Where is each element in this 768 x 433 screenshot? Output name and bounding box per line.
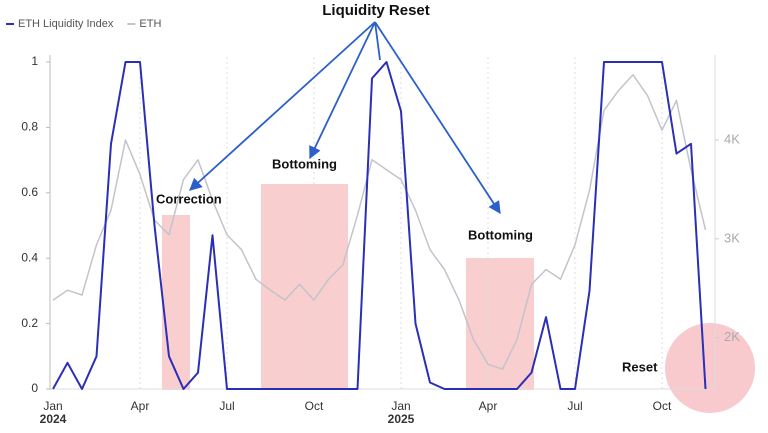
y2-tick-label: 3K	[724, 230, 740, 245]
highlight-bottoming	[261, 184, 348, 390]
arrow	[374, 21, 501, 215]
x-tick-label: Jan	[43, 399, 62, 413]
highlights	[162, 184, 755, 413]
x-tick-label: Apr	[479, 399, 498, 413]
highlight-correction	[162, 215, 190, 390]
legend-label: ETH Liquidity Index	[18, 18, 114, 30]
y-tick-label: 0.4	[21, 250, 38, 264]
y-tick-label: 0.2	[21, 316, 38, 330]
x-tick-label: Apr	[131, 399, 150, 413]
x-tick-label: Oct	[305, 399, 324, 413]
arrows	[189, 21, 501, 215]
y2-tick-label: 2K	[724, 329, 740, 344]
highlight-bottoming	[466, 258, 534, 390]
y-tick-label: 0	[31, 381, 38, 395]
annotation: Reset	[622, 359, 658, 374]
legend: ETH Liquidity Index ETH	[6, 18, 161, 30]
x-tick-label: Jul	[219, 399, 234, 413]
annotation: Bottoming	[272, 156, 337, 171]
x-tick-label: Jan	[391, 399, 410, 413]
arrow	[189, 21, 376, 191]
legend-label: ETH	[139, 18, 161, 30]
annotation: Correction	[156, 191, 222, 206]
annotation: Bottoming	[468, 227, 533, 242]
arrow	[374, 21, 381, 61]
y-tick-label: 1	[31, 54, 38, 68]
x-tick-label: Oct	[653, 399, 672, 413]
series-line	[52, 74, 707, 370]
chart-title: Liquidity Reset	[322, 2, 430, 19]
y2-tick-label: 4K	[724, 131, 740, 146]
y-tick-label: 0.8	[21, 120, 38, 134]
x-tick-label: Jul	[567, 399, 582, 413]
arrow	[309, 21, 376, 160]
highlight-reset	[665, 323, 755, 413]
series-line	[52, 61, 707, 390]
x-year-label: 2025	[388, 412, 415, 426]
x-year-label: 2024	[40, 412, 67, 426]
y-tick-label: 0.6	[21, 185, 38, 199]
